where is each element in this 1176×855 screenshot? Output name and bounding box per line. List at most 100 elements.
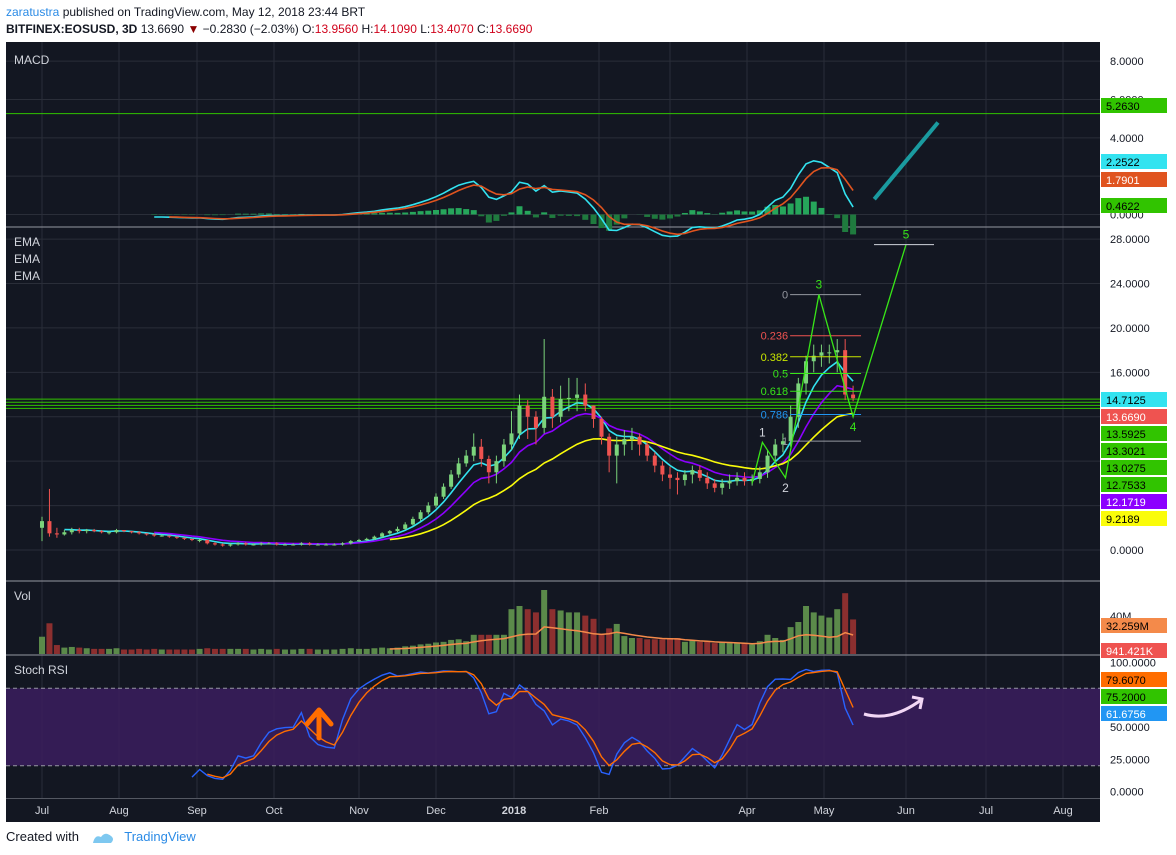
macd-histogram-bar <box>726 211 733 215</box>
macd-histogram-bar <box>273 213 280 215</box>
macd-price-tag <box>1101 172 1167 187</box>
chart-canvas[interactable]: 28.000024.000020.000016.00000.0000EMAEMA… <box>6 42 1170 822</box>
wave-label: 5 <box>903 228 910 242</box>
volume-price-tag <box>1101 643 1167 658</box>
price-tag <box>1101 477 1167 492</box>
candle-body <box>364 538 369 541</box>
volume-bar <box>834 609 841 654</box>
volume-bar <box>91 648 98 654</box>
macd-pane-label: MACD <box>14 53 50 67</box>
volume-bar <box>674 638 681 654</box>
candle-body <box>410 518 415 525</box>
price-tag-label: 13.5925 <box>1106 429 1146 441</box>
macd-tick-label: 4.0000 <box>1110 133 1144 145</box>
price-tag <box>1101 460 1167 475</box>
candle-body <box>114 530 119 533</box>
candle-body <box>727 481 732 484</box>
volume-bar <box>549 609 556 654</box>
ema-pane-label: EMA <box>14 269 40 283</box>
price-tick-label: 16.0000 <box>1110 367 1150 379</box>
publish-line: zaratustra published on TradingView.com,… <box>6 4 532 21</box>
macd-histogram-bar <box>850 214 857 235</box>
price-tag <box>1101 511 1167 526</box>
macd-histogram-bar <box>590 214 597 225</box>
candle-body <box>509 433 514 445</box>
candle-body <box>395 528 400 532</box>
candle-body <box>449 474 454 487</box>
time-axis-label: Nov <box>349 805 369 817</box>
volume-bar <box>485 634 492 654</box>
volume-bar <box>158 649 165 654</box>
open-value: 13.9560 <box>314 22 359 36</box>
volume-bar <box>371 648 378 654</box>
macd-histogram-bar <box>440 209 447 215</box>
wave-label: 2 <box>782 481 789 495</box>
macd-price-tag <box>1101 154 1167 169</box>
time-axis-background <box>6 799 1100 822</box>
candle-body <box>107 532 112 534</box>
volume-bar <box>425 643 432 654</box>
macd-histogram-bar <box>448 208 455 215</box>
volume-bar <box>470 634 477 654</box>
candle-body <box>591 405 596 419</box>
stoch-band <box>6 688 1100 766</box>
volume-bar <box>98 648 105 654</box>
candle-body <box>236 543 241 545</box>
price-tick-label: 24.0000 <box>1110 279 1150 291</box>
candle-body <box>220 544 225 546</box>
author-link[interactable]: zaratustra <box>6 5 60 19</box>
volume-bar <box>711 643 718 654</box>
macd-histogram-bar <box>749 211 756 215</box>
volume-bar <box>83 648 90 654</box>
candle-body <box>40 521 44 528</box>
macd-histogram-bar <box>803 196 810 215</box>
macd-histogram-bar <box>379 212 386 215</box>
price-tag-label: 13.0275 <box>1106 463 1146 475</box>
volume-ma-line <box>389 626 854 650</box>
macd-histogram-bar <box>394 212 401 215</box>
macd-histogram-bar <box>485 214 492 223</box>
candle-body <box>274 543 279 545</box>
time-axis-label: Oct <box>265 805 282 817</box>
volume-bar <box>76 647 83 654</box>
macd-histogram-bar <box>386 212 393 215</box>
candle-body <box>387 531 392 534</box>
volume-bar <box>681 641 688 654</box>
stoch-price-tag <box>1101 706 1167 721</box>
macd-trend-arrow <box>872 121 940 201</box>
tradingview-brand-link[interactable]: TradingView <box>124 829 196 844</box>
last-price: 13.6690 <box>140 22 185 36</box>
low-value: 13.4070 <box>430 22 474 36</box>
macd-histogram-bar <box>425 210 432 215</box>
stoch-tick-label: 25.0000 <box>1110 754 1150 766</box>
volume-bar <box>394 647 401 654</box>
volume-bar <box>508 609 515 654</box>
volume-bar <box>151 648 158 654</box>
volume-bar <box>106 648 113 654</box>
published-text: published on TradingView.com, May 12, 20… <box>62 5 366 19</box>
macd-histogram-bar <box>795 198 802 215</box>
candle-body <box>668 474 672 478</box>
macd-histogram-bar <box>516 206 523 215</box>
candle-body <box>645 444 650 456</box>
candle-body <box>99 531 104 533</box>
macd-histogram-bar <box>674 214 681 217</box>
time-axis-label: 2018 <box>502 805 526 817</box>
volume-bar <box>779 639 786 654</box>
candle-body <box>675 477 680 481</box>
macd-histogram-bar <box>818 207 825 215</box>
volume-bar <box>242 648 249 654</box>
down-arrow-icon: ▼ <box>187 22 200 36</box>
symbol-label: BITFINEX:EOSUSD, 3D <box>6 22 138 36</box>
candle-body <box>251 544 256 546</box>
macd-histogram-bar <box>834 214 841 219</box>
elliott-wave-path <box>751 244 907 484</box>
volume-bar <box>772 638 779 654</box>
volume-bar <box>379 647 386 654</box>
volume-bar <box>541 590 548 654</box>
volume-bar <box>734 643 741 654</box>
macd-histogram-bar <box>734 210 741 215</box>
candle-body <box>796 383 801 417</box>
volume-bar <box>61 647 68 654</box>
volume-bar <box>787 627 794 654</box>
